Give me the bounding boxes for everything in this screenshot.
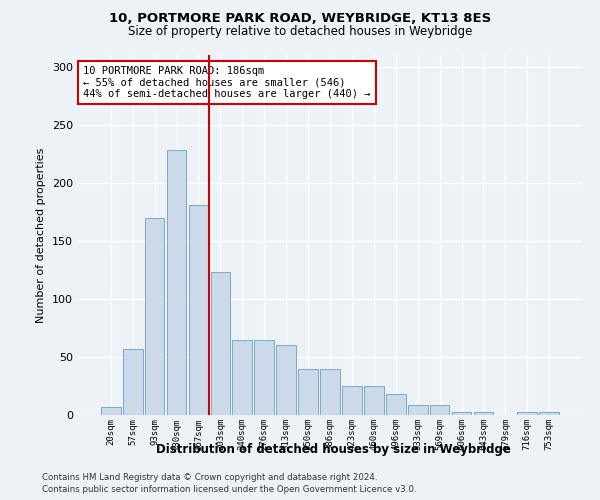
Bar [145, 218, 164, 415]
Bar [167, 150, 187, 415]
Bar [123, 349, 143, 415]
Text: 10 PORTMORE PARK ROAD: 186sqm
← 55% of detached houses are smaller (546)
44% of : 10 PORTMORE PARK ROAD: 186sqm ← 55% of d… [83, 66, 371, 99]
Bar [232, 340, 252, 415]
Bar [298, 368, 318, 415]
Text: Size of property relative to detached houses in Weybridge: Size of property relative to detached ho… [128, 25, 472, 38]
Bar [430, 404, 449, 415]
Bar [276, 346, 296, 415]
Text: Contains HM Land Registry data © Crown copyright and database right 2024.: Contains HM Land Registry data © Crown c… [42, 474, 377, 482]
Bar [473, 412, 493, 415]
Bar [101, 407, 121, 415]
Bar [452, 412, 472, 415]
Bar [342, 386, 362, 415]
Bar [539, 412, 559, 415]
Bar [386, 394, 406, 415]
Bar [364, 386, 384, 415]
Text: Contains public sector information licensed under the Open Government Licence v3: Contains public sector information licen… [42, 485, 416, 494]
Text: Distribution of detached houses by size in Weybridge: Distribution of detached houses by size … [155, 442, 511, 456]
Bar [188, 205, 208, 415]
Bar [254, 340, 274, 415]
Y-axis label: Number of detached properties: Number of detached properties [37, 148, 46, 322]
Bar [517, 412, 537, 415]
Bar [408, 404, 428, 415]
Bar [320, 368, 340, 415]
Text: 10, PORTMORE PARK ROAD, WEYBRIDGE, KT13 8ES: 10, PORTMORE PARK ROAD, WEYBRIDGE, KT13 … [109, 12, 491, 26]
Bar [211, 272, 230, 415]
